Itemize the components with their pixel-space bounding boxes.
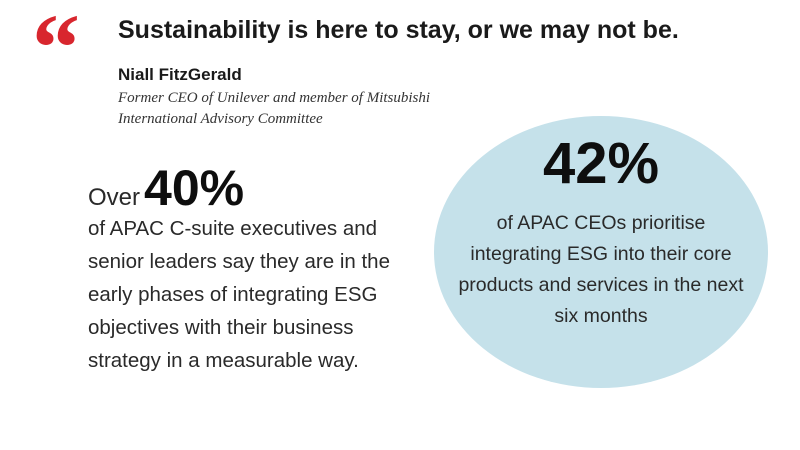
left-statistic-description: of APAC C-suite executives and senior le… <box>88 217 390 372</box>
quote-text: Sustainability is here to stay, or we ma… <box>118 16 679 44</box>
author-name: Niall FitzGerald <box>118 65 242 84</box>
left-statistic-headline: Over40% <box>88 160 418 216</box>
stat-circle <box>434 116 768 388</box>
author-title: Former CEO of Unilever and member of Mit… <box>118 90 431 127</box>
right-statistic-description: of APAC CEOs prioritise integrating ESG … <box>458 212 744 327</box>
right-statistic-value: 42% <box>542 131 660 196</box>
quote-mark: “ <box>32 0 80 101</box>
left-statistic-prefix: Over <box>88 184 141 211</box>
left-statistic: Over40% of APAC C-suite executives and s… <box>88 160 418 377</box>
left-statistic-value: 40% <box>144 160 245 216</box>
